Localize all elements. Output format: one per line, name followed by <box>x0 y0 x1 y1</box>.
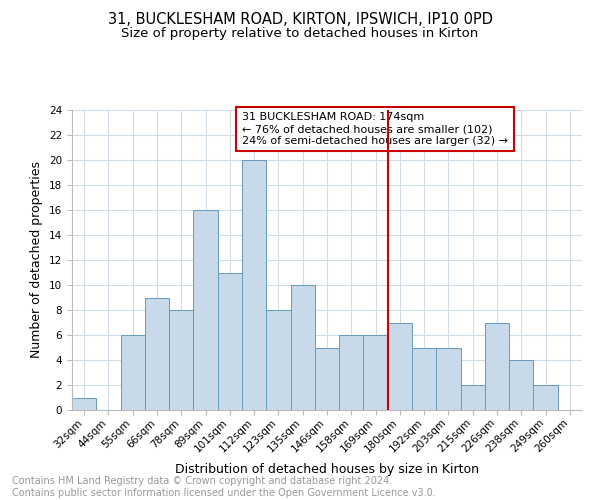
Text: 31 BUCKLESHAM ROAD: 174sqm
← 76% of detached houses are smaller (102)
24% of sem: 31 BUCKLESHAM ROAD: 174sqm ← 76% of deta… <box>242 112 508 146</box>
Bar <box>290 285 315 410</box>
Bar <box>145 298 169 410</box>
Bar <box>339 335 364 410</box>
Y-axis label: Number of detached properties: Number of detached properties <box>31 162 43 358</box>
Bar <box>533 385 558 410</box>
Bar <box>242 160 266 410</box>
Bar <box>72 398 96 410</box>
Bar <box>266 310 290 410</box>
Bar <box>169 310 193 410</box>
Bar <box>509 360 533 410</box>
Bar <box>218 272 242 410</box>
X-axis label: Distribution of detached houses by size in Kirton: Distribution of detached houses by size … <box>175 463 479 476</box>
Bar <box>193 210 218 410</box>
Bar <box>485 322 509 410</box>
Bar <box>315 348 339 410</box>
Text: Contains HM Land Registry data © Crown copyright and database right 2024.
Contai: Contains HM Land Registry data © Crown c… <box>12 476 436 498</box>
Bar <box>412 348 436 410</box>
Bar <box>388 322 412 410</box>
Bar <box>121 335 145 410</box>
Bar <box>364 335 388 410</box>
Bar <box>461 385 485 410</box>
Text: 31, BUCKLESHAM ROAD, KIRTON, IPSWICH, IP10 0PD: 31, BUCKLESHAM ROAD, KIRTON, IPSWICH, IP… <box>107 12 493 28</box>
Text: Size of property relative to detached houses in Kirton: Size of property relative to detached ho… <box>121 28 479 40</box>
Bar <box>436 348 461 410</box>
